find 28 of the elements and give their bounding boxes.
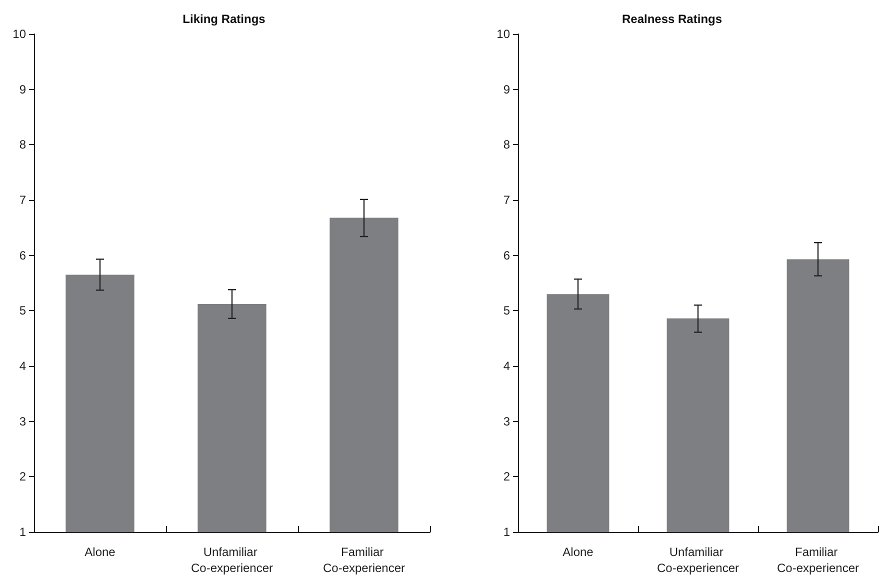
y-tick-label: 3 — [19, 414, 26, 428]
y-tick-label: 3 — [503, 414, 510, 428]
y-tick-label: 7 — [19, 193, 26, 207]
x-tick-label: Familiar Co-experiencer — [322, 545, 406, 575]
y-tick-label: 6 — [503, 248, 510, 262]
x-tick-label: Familiar Co-experiencer — [776, 545, 860, 575]
chart-title: Realness Ratings — [622, 12, 722, 26]
y-tick-label: 8 — [19, 138, 26, 152]
y-tick-label: 7 — [503, 193, 510, 207]
x-tick-label: Alone — [84, 545, 116, 559]
y-tick-label: 5 — [503, 304, 510, 318]
y-tick-label: 8 — [503, 138, 510, 152]
x-tick-label: Unfamiliar Co-experiencer — [656, 545, 740, 575]
y-tick-label: 5 — [19, 304, 26, 318]
y-tick-label: 9 — [19, 82, 26, 96]
y-tick-label: 2 — [503, 470, 510, 484]
y-tick-label: 4 — [503, 359, 510, 373]
y-tick-label: 1 — [503, 525, 510, 539]
y-tick-label: 1 — [19, 525, 26, 539]
y-tick-label: 2 — [19, 470, 26, 484]
y-tick-label: 9 — [503, 82, 510, 96]
y-tick-label: 10 — [496, 27, 510, 41]
y-tick-label: 4 — [19, 359, 26, 373]
chart-title: Liking Ratings — [182, 12, 266, 26]
y-tick-label: 10 — [12, 27, 26, 41]
x-tick-label: Alone — [562, 545, 594, 559]
x-tick-label: Unfamiliar Co-experiencer — [190, 545, 274, 575]
y-tick-label: 6 — [19, 248, 26, 262]
